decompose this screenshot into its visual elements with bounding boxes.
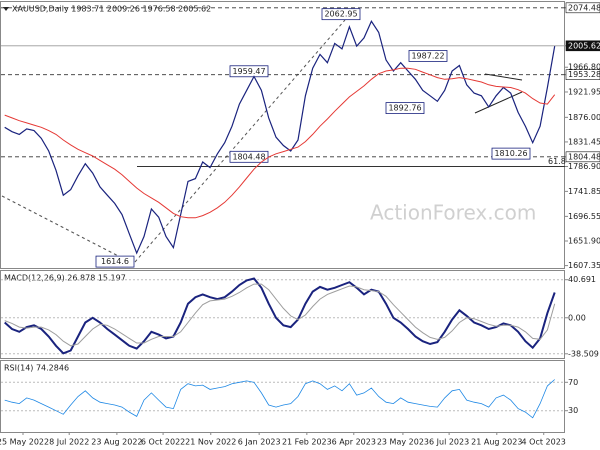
series-line — [4, 20, 556, 255]
x-tick-label: 21 Nov 2022 — [185, 438, 236, 447]
annotation-box — [385, 102, 425, 114]
y-tick-label: 1921.95 — [568, 87, 600, 96]
y-tick-label: 70 — [568, 378, 578, 387]
price-box — [565, 151, 600, 163]
x-tick-label: 21 Aug 2023 — [471, 438, 522, 447]
x-tick-label: 6 Oct 2022 — [141, 438, 185, 447]
annotation-box — [491, 147, 531, 160]
x-tick-label: 6 Apr 2023 — [332, 438, 376, 447]
annotation: 2062.95 — [324, 10, 357, 19]
fib-label: 61.8 — [548, 157, 566, 166]
annotation: 1804.48 — [232, 152, 265, 161]
y-tick-label: 1966.80 — [568, 63, 600, 72]
rsi-panel — [0, 360, 565, 433]
y-tick-label: 1786.90 — [568, 162, 600, 171]
y-tick-label: 30 — [568, 406, 578, 415]
triangle-line — [474, 91, 523, 114]
x-tick-label: 21 Feb 2023 — [282, 438, 332, 447]
x-tick-label: 4 Oct 2023 — [522, 438, 566, 447]
y-tick-label: 1804.48 — [568, 152, 600, 161]
annotation-box — [408, 50, 448, 62]
x-tick-label: 8 Jul 2022 — [49, 438, 89, 447]
y-tick-label: 1607.35 — [568, 261, 600, 270]
y-tick-label: 1696.55 — [568, 212, 600, 221]
rsi-title: RSI(14) 74.2846 — [4, 364, 69, 373]
main-panel — [0, 1, 565, 269]
x-tick-label: 6 Jul 2023 — [429, 438, 469, 447]
y-tick-label: 0.00 — [568, 313, 586, 322]
annotation: 1959.47 — [232, 67, 265, 76]
series-line — [4, 67, 556, 219]
annotation-box — [229, 65, 269, 78]
x-tick-label: 23 May 2023 — [377, 438, 429, 447]
y-tick-label: 1741.85 — [568, 187, 600, 196]
chart-title: XAUUSD,Daily 1983.71 2009.26 1976.58 200… — [12, 5, 211, 14]
price-box — [565, 69, 600, 80]
y-tick-label: 1876.00 — [568, 113, 600, 122]
y-tick-label: 1953.28 — [568, 70, 600, 79]
price-box — [565, 2, 600, 14]
x-tick-label: 25 May 2022 — [0, 438, 49, 447]
annotation: 1987.22 — [411, 51, 444, 60]
annotation: 1892.76 — [388, 104, 421, 113]
annotation: 1810.26 — [494, 149, 527, 158]
y-tick-label: 2074.48 — [568, 3, 600, 12]
macd-title: MACD(12,26,9) 26.878 15.197 — [4, 274, 126, 283]
y-tick-label: 1651.90 — [568, 237, 600, 246]
annotation-box — [229, 150, 269, 163]
series-line — [4, 379, 555, 419]
trend-line — [1, 195, 131, 263]
series-line — [4, 277, 556, 355]
series-line — [4, 283, 556, 347]
y-tick-label: 2005.62 — [568, 41, 600, 50]
x-tick-label: 6 Jan 2023 — [238, 438, 281, 447]
y-tick-label: 1831.45 — [568, 137, 600, 146]
x-tick-label: 23 Aug 2022 — [91, 438, 142, 447]
annotation-box — [321, 8, 361, 21]
annotation-box — [95, 255, 135, 268]
y-tick-label: 40.691 — [568, 275, 596, 284]
macd-panel — [0, 270, 565, 359]
y-tick-label: -38.509 — [568, 349, 599, 358]
watermark: ActionForex.com — [370, 201, 536, 225]
annotation: 1614.6 — [101, 257, 129, 266]
price-box — [565, 40, 600, 52]
